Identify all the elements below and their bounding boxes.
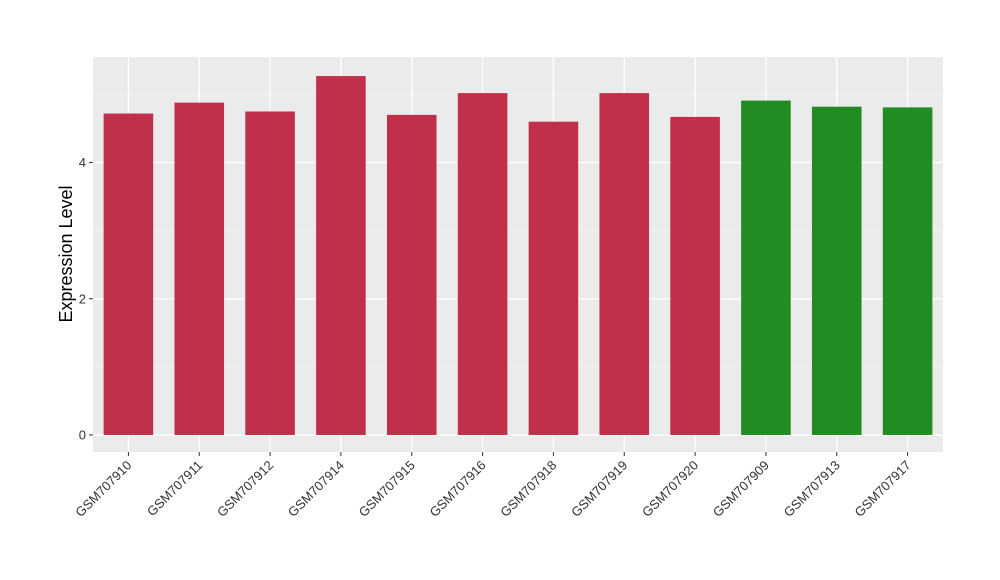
x-tick-label: GSM707917 bbox=[851, 458, 913, 520]
bar bbox=[811, 106, 862, 435]
bar bbox=[882, 107, 933, 435]
x-tick-label: GSM707909 bbox=[710, 458, 772, 520]
bar bbox=[528, 121, 579, 435]
x-tick-label: GSM707918 bbox=[497, 458, 559, 520]
bar bbox=[174, 102, 225, 435]
x-tick-label: GSM707910 bbox=[72, 458, 134, 520]
bar bbox=[316, 76, 366, 435]
plot-panel bbox=[93, 57, 943, 452]
bars-group bbox=[103, 76, 933, 435]
bar bbox=[245, 111, 295, 435]
x-tick-label: GSM707920 bbox=[639, 458, 701, 520]
x-tick-label: GSM707914 bbox=[285, 458, 347, 520]
bar bbox=[741, 100, 791, 435]
x-tick-label: GSM707916 bbox=[426, 458, 488, 520]
x-tick-label: GSM707913 bbox=[781, 458, 843, 520]
bar bbox=[457, 93, 508, 435]
y-axis-title: Expression Level bbox=[56, 185, 76, 322]
y-tick-label: 4 bbox=[79, 155, 86, 170]
bar bbox=[386, 114, 437, 435]
y-axis: 0 2 4 bbox=[79, 155, 93, 442]
bar bbox=[670, 116, 720, 435]
x-tick-label: GSM707915 bbox=[356, 458, 418, 520]
x-tick-label: GSM707912 bbox=[214, 458, 276, 520]
y-tick-label: 2 bbox=[79, 291, 86, 306]
x-tick-label: GSM707919 bbox=[568, 458, 630, 520]
x-axis: GSM707910 GSM707911 GSM707912 GSM707914 GSM7… bbox=[72, 452, 914, 520]
bar bbox=[103, 113, 154, 435]
x-tick-label: GSM707911 bbox=[144, 458, 206, 520]
bar bbox=[599, 93, 650, 435]
y-tick-label: 0 bbox=[79, 427, 86, 442]
